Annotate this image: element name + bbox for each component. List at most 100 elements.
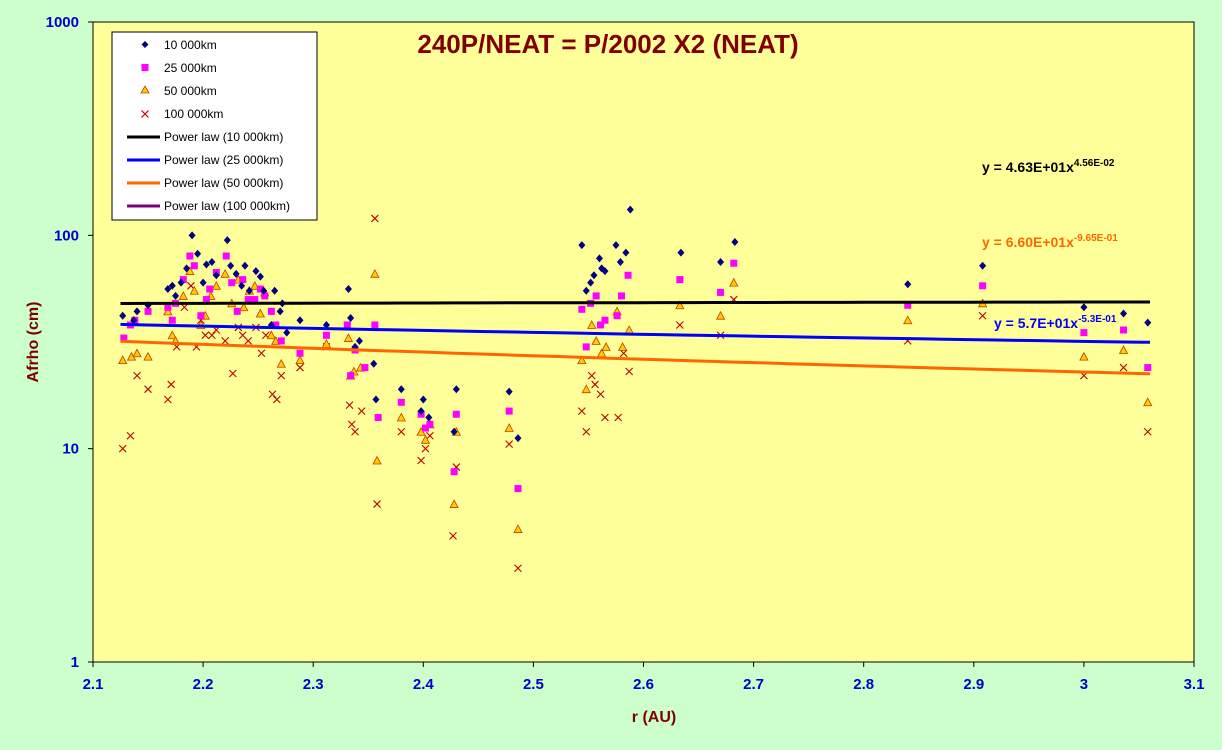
fit-equation-50k: y = 6.60E+01x-9.65E-01 xyxy=(982,233,1118,250)
point-25000km xyxy=(144,307,152,315)
point-25000km xyxy=(374,413,382,421)
point-100000km xyxy=(208,331,216,340)
point-25000km xyxy=(347,372,355,380)
point-25000km xyxy=(168,316,176,324)
point-50000km xyxy=(577,355,587,365)
x-tick-label: 2.3 xyxy=(303,676,324,693)
point-50000km xyxy=(189,285,199,295)
legend-label-fit50k: Power law (50 000km) xyxy=(164,176,283,190)
point-25000km xyxy=(450,468,458,476)
point-25000km xyxy=(322,331,330,339)
point-25000km xyxy=(343,321,351,329)
point-50000km xyxy=(449,499,459,508)
point-25000km xyxy=(613,312,621,320)
point-10000km xyxy=(208,257,216,266)
x-tick-label: 3 xyxy=(1080,676,1088,693)
point-25000km xyxy=(676,276,684,284)
point-100000km xyxy=(1143,427,1152,436)
point-50000km xyxy=(250,280,260,290)
point-50000km xyxy=(143,351,153,361)
point-25000km xyxy=(426,420,434,428)
point-100000km xyxy=(591,380,599,389)
point-50000km xyxy=(372,455,382,465)
point-10000km xyxy=(296,316,304,325)
point-25000km xyxy=(277,337,285,345)
point-100000km xyxy=(978,311,987,320)
point-25000km xyxy=(452,410,460,418)
legend-marker-10k xyxy=(141,41,149,48)
point-100000km xyxy=(163,395,172,404)
point-10000km xyxy=(582,286,590,295)
point-100000km xyxy=(126,431,135,440)
point-10000km xyxy=(601,267,609,276)
fit-equation-25k: y = 5.7E+01x-5.3E-01 xyxy=(994,314,1117,331)
point-100000km xyxy=(201,331,210,340)
point-100000km xyxy=(144,385,152,394)
point-10000km xyxy=(397,385,405,394)
point-10000km xyxy=(355,336,363,345)
point-10000km xyxy=(452,385,460,394)
point-25000km xyxy=(222,252,230,260)
point-10000km xyxy=(347,313,355,322)
point-25000km xyxy=(202,296,210,304)
point-10000km xyxy=(717,257,725,266)
fit-line-25k xyxy=(120,322,1151,344)
point-10000km xyxy=(514,434,522,443)
point-25000km xyxy=(979,282,987,290)
point-100000km xyxy=(619,349,628,358)
point-100000km xyxy=(625,367,634,376)
point-25000km xyxy=(179,276,187,284)
fit-line-10k xyxy=(120,300,1150,305)
point-10000km xyxy=(1080,303,1088,312)
point-100000km xyxy=(133,371,141,380)
point-100000km xyxy=(505,440,514,449)
point-25000km xyxy=(296,349,304,357)
point-100000km xyxy=(347,420,356,429)
point-100000km xyxy=(601,413,609,422)
point-50000km xyxy=(239,302,249,312)
point-50000km xyxy=(178,291,188,300)
point-25000km xyxy=(597,321,605,329)
point-10000km xyxy=(626,205,634,214)
point-100000km xyxy=(596,390,605,399)
point-100000km xyxy=(180,303,189,312)
point-10000km xyxy=(199,278,207,287)
point-100000km xyxy=(397,427,406,436)
point-50000km xyxy=(276,358,286,368)
point-50000km xyxy=(220,268,230,278)
point-10000km xyxy=(177,278,185,287)
point-10000km xyxy=(578,241,586,250)
point-10000km xyxy=(1120,309,1128,318)
legend-label-fit10k: Power law (10 000km) xyxy=(164,130,283,144)
point-10000km xyxy=(370,359,378,368)
point-25000km xyxy=(397,398,405,406)
point-25000km xyxy=(233,307,241,315)
point-10000km xyxy=(904,280,912,289)
point-25000km xyxy=(505,407,513,415)
point-50000km xyxy=(1079,351,1089,361)
point-50000km xyxy=(132,348,142,358)
point-10000km xyxy=(322,320,330,329)
point-50000km xyxy=(118,355,128,365)
point-25000km xyxy=(422,424,430,432)
point-50000km xyxy=(167,330,177,340)
point-50000km xyxy=(255,308,266,318)
x-tick-label: 2.4 xyxy=(413,676,435,693)
x-tick-label: 2.9 xyxy=(963,676,984,693)
point-10000km xyxy=(256,272,264,281)
point-50000km xyxy=(504,423,514,432)
point-100000km xyxy=(296,363,304,372)
point-50000km xyxy=(271,336,281,345)
point-25000km xyxy=(904,301,912,309)
point-25000km xyxy=(371,321,379,329)
point-50000km xyxy=(591,336,601,345)
legend-box xyxy=(111,31,318,221)
point-10000km xyxy=(283,328,291,337)
point-100000km xyxy=(675,321,684,329)
point-25000km xyxy=(164,303,172,311)
fit-lines xyxy=(120,300,1151,376)
point-50000km xyxy=(587,320,597,329)
point-25000km xyxy=(228,279,236,287)
point-10000km xyxy=(194,249,202,258)
